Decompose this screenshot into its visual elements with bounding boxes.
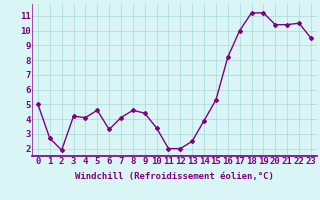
X-axis label: Windchill (Refroidissement éolien,°C): Windchill (Refroidissement éolien,°C) (75, 172, 274, 181)
